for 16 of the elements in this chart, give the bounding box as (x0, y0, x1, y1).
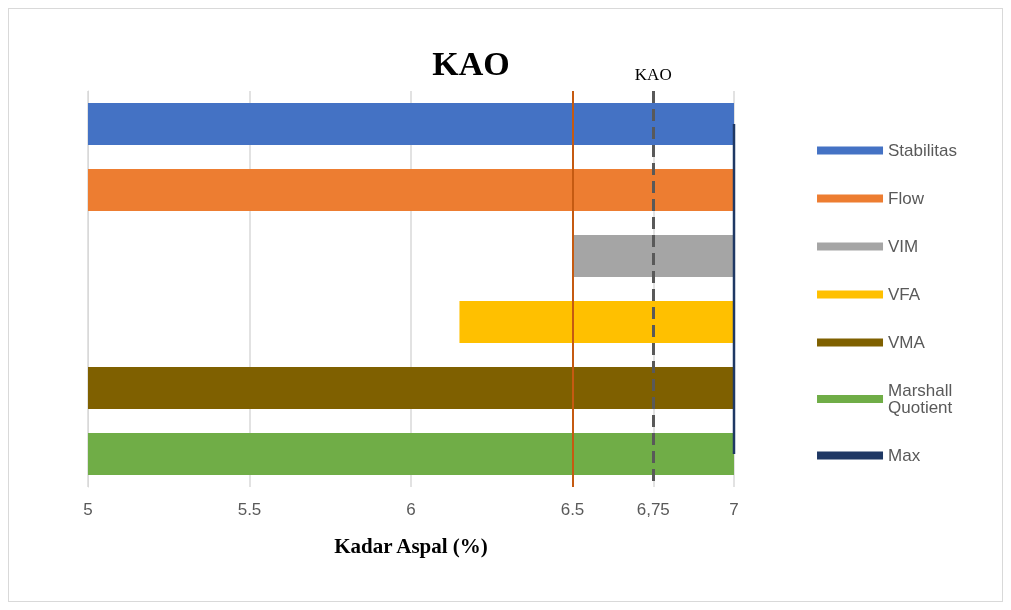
legend-label: VFA (888, 285, 921, 304)
legend-label: Marshall Quotient (888, 381, 953, 417)
x-tick-label: 5.5 (237, 500, 262, 519)
x-tick-label: 5 (83, 500, 93, 519)
ref-line-label: KAO (634, 65, 672, 84)
legend-label: Stabilitas (888, 141, 957, 160)
x-tick-label: 6,75 (636, 500, 670, 519)
x-tick-label: 6.5 (560, 500, 585, 519)
legend-label: VIM (888, 237, 919, 256)
legend-label: Flow (888, 189, 925, 208)
x-tick-label: 7 (729, 500, 739, 519)
legend-label: Max (888, 446, 921, 465)
x-tick-label: 6 (406, 500, 416, 519)
chart-title: KAO (432, 44, 510, 82)
x-axis-title: Kadar Aspal (%) (334, 533, 488, 558)
legend-label: VMA (888, 333, 926, 352)
